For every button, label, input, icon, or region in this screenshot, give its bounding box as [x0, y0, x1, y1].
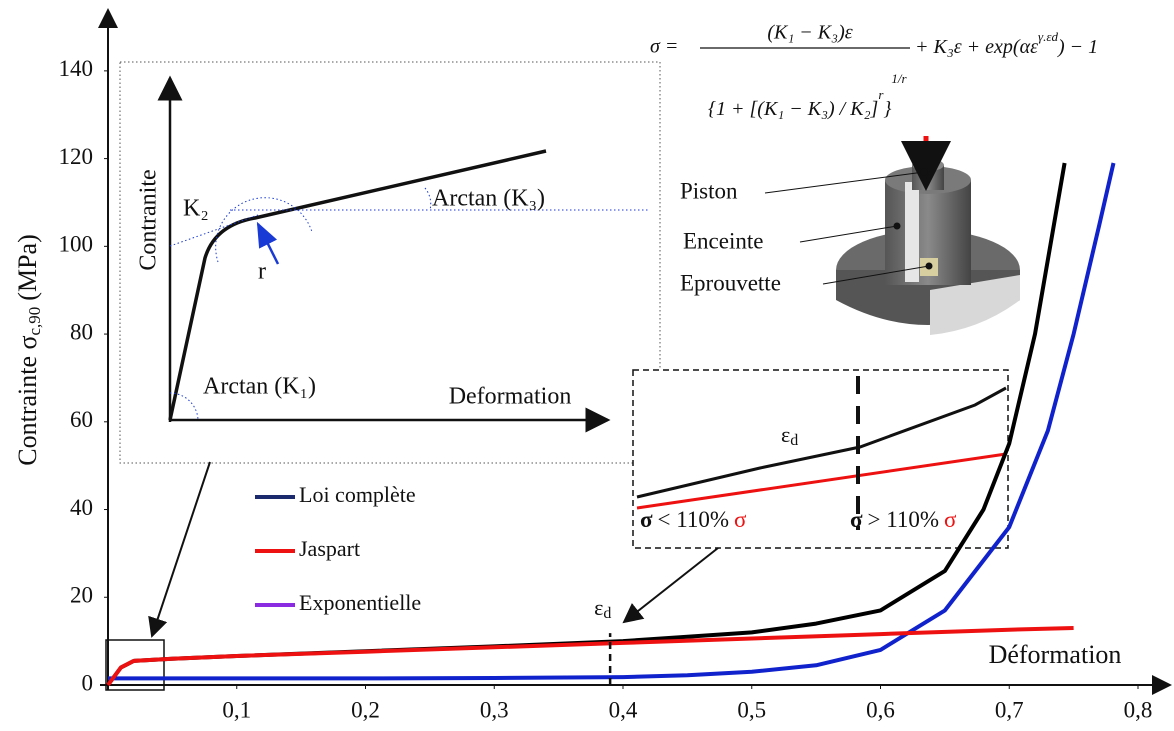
line-series [106, 626, 1074, 687]
legend-label: Loi complète [299, 482, 416, 507]
formula: σ = (K₁ − K₃)ε + K₃ε + exp(αεγ.εd) − 1 {… [650, 22, 1098, 120]
formula-outer-power: 1/r [891, 71, 907, 86]
inset-k1-arc [169, 392, 199, 421]
leader-piston [764, 171, 925, 194]
zoom-left-text: σ < 110% σ [640, 507, 747, 532]
formula-tail: + K₃ε + exp(αεγ.εd) − 1 [915, 29, 1098, 58]
zoom-left-rel: < 110% [658, 507, 730, 532]
y-tick-label: 60 [70, 407, 93, 432]
y-tick-label: 80 [70, 319, 93, 344]
formula-numerator: (K₁ − K₃)ε [767, 22, 852, 44]
leader-eprouvette [822, 265, 930, 285]
apparatus-image [836, 159, 1020, 335]
ed-sub: d [603, 605, 611, 622]
line-series [108, 162, 1116, 681]
x-tick-label: 0,6 [866, 697, 895, 722]
y-title-unit: (MPa) [13, 234, 42, 300]
zoom-epsilon-sub: d [790, 432, 798, 449]
y-tick-label: 100 [59, 232, 94, 257]
inset-k2: K₂ [183, 196, 209, 222]
y-tick-label: 140 [59, 56, 94, 81]
y-tick-label: 40 [70, 495, 93, 520]
x-tick-label: 0,2 [351, 697, 380, 722]
formula-den-main: {1 + [(K₁ − K₃) / K₂] [708, 98, 878, 120]
formula-tail-main: + K₃ε + exp(αε [915, 36, 1038, 58]
formula-denominator: {1 + [(K₁ − K₃) / K₂]r}1/r [708, 71, 907, 120]
y-title-sub: c,90 [25, 307, 44, 336]
inset-curve [168, 149, 547, 421]
formula-den-power: r [878, 87, 884, 102]
inset-y-label: Contranite [136, 169, 162, 270]
zoom-right-text: σ > 110% σ [850, 507, 957, 532]
zoom-left-sigma: σ [640, 507, 653, 532]
zoom-arrow [622, 547, 719, 624]
inset-frame [119, 61, 661, 464]
inset-k3-arc [424, 187, 432, 211]
formula-den-end: } [883, 98, 891, 120]
ed-symbol: ε [594, 595, 603, 620]
zoom-frame [632, 369, 1009, 549]
x-tick-label: 0,4 [609, 697, 638, 722]
y-tick-label: 120 [59, 144, 94, 169]
legend-label: Jaspart [299, 536, 360, 561]
x-tick-label: 0,7 [995, 697, 1024, 722]
inset-r-arrow [256, 221, 280, 265]
y-axis-title: Contrainte σc,90 (MPa) [13, 234, 44, 466]
y-title-main: Contrainte σ [13, 335, 42, 465]
inset-r-arc [215, 197, 313, 263]
dot-piston [920, 168, 928, 176]
inset-arctan-k1: Arctan (K₁) [203, 374, 316, 400]
zoom-right-rel: > 110% [868, 507, 940, 532]
dot-enceinte [893, 222, 901, 230]
ed-label: εd [594, 595, 611, 622]
x-tick-label: 0,3 [480, 697, 509, 722]
inset-arctan-k3: Arctan (K₃) [432, 186, 545, 212]
label-piston: Piston [680, 178, 738, 203]
formula-exponent: γ.εd [1038, 29, 1058, 44]
formula-lhs: σ = [650, 36, 678, 58]
zoom-red-line [636, 452, 1007, 510]
x-axis-title: Déformation [989, 640, 1122, 669]
label-enceinte: Enceinte [683, 228, 763, 253]
inset-x-label: Deformation [449, 384, 572, 410]
zoom-left-sigma-red: σ [734, 507, 747, 532]
x-tick-label: 0,8 [1124, 697, 1153, 722]
leader-enceinte [799, 225, 898, 243]
origin-zoom-box [105, 639, 165, 691]
legend-label: Exponentielle [299, 590, 421, 615]
zoom-right-sigma: σ [850, 507, 863, 532]
inset-r: r [258, 259, 266, 285]
zoom-epsilon-symbol: ε [781, 422, 790, 447]
x-tick-label: 0,5 [737, 697, 766, 722]
zoom-epsilon: εd [781, 422, 798, 449]
label-eprouvette: Eprouvette [680, 270, 781, 295]
y-tick-label: 0 [82, 670, 94, 695]
y-tick-label: 20 [70, 583, 93, 608]
x-tick-label: 0,1 [222, 697, 251, 722]
dot-eprouvette [925, 262, 933, 270]
formula-tail-end: ) − 1 [1057, 36, 1098, 58]
inset-arrow [148, 461, 211, 638]
zoom-right-sigma-red: σ [944, 507, 957, 532]
